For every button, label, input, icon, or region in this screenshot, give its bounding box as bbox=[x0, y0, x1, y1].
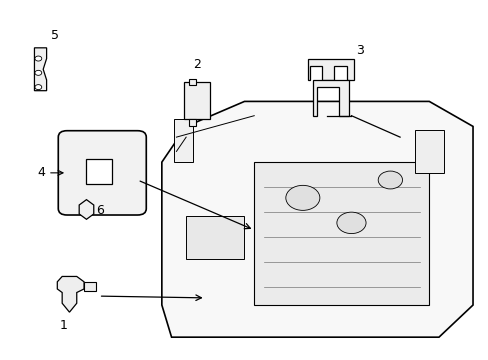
FancyBboxPatch shape bbox=[58, 131, 146, 215]
Polygon shape bbox=[162, 102, 472, 337]
Polygon shape bbox=[312, 80, 348, 116]
Text: 4: 4 bbox=[37, 166, 63, 179]
Text: 5: 5 bbox=[51, 30, 60, 42]
Bar bbox=[85, 158, 112, 184]
Circle shape bbox=[35, 70, 41, 75]
Text: 3: 3 bbox=[356, 44, 364, 57]
Circle shape bbox=[377, 171, 402, 189]
Circle shape bbox=[35, 56, 41, 61]
Polygon shape bbox=[307, 59, 353, 80]
Text: 1: 1 bbox=[60, 319, 67, 332]
Bar bbox=[188, 119, 196, 126]
Polygon shape bbox=[79, 200, 94, 219]
Bar bbox=[84, 282, 96, 291]
Polygon shape bbox=[57, 276, 84, 312]
Text: 6: 6 bbox=[96, 204, 104, 217]
Circle shape bbox=[336, 212, 366, 234]
Polygon shape bbox=[34, 48, 46, 91]
Polygon shape bbox=[254, 162, 428, 305]
Text: 2: 2 bbox=[193, 58, 201, 71]
Bar bbox=[174, 119, 193, 162]
Polygon shape bbox=[186, 216, 244, 258]
Circle shape bbox=[285, 185, 319, 210]
Bar bbox=[188, 79, 196, 85]
Circle shape bbox=[35, 85, 41, 90]
Bar bbox=[414, 130, 443, 173]
Bar bbox=[183, 82, 210, 119]
